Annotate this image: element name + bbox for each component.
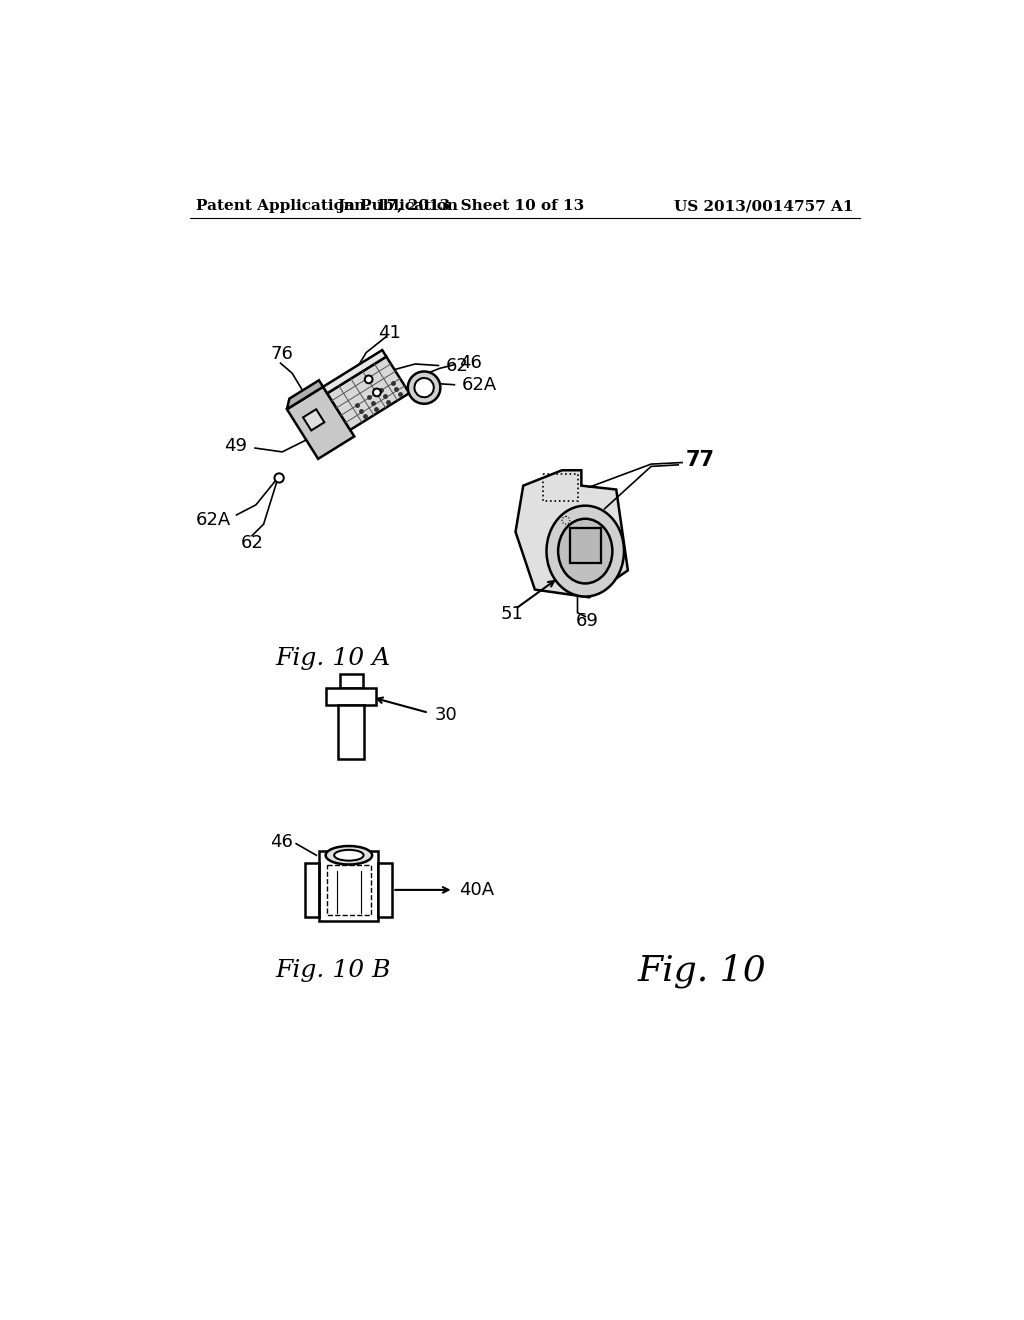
Text: Fig. 10 A: Fig. 10 A — [275, 647, 391, 671]
Text: 62A: 62A — [462, 376, 498, 393]
Text: 76: 76 — [270, 345, 294, 363]
Text: 49: 49 — [224, 437, 248, 455]
Text: Fig. 10 B: Fig. 10 B — [275, 960, 391, 982]
Polygon shape — [327, 688, 376, 705]
Circle shape — [365, 375, 373, 383]
Circle shape — [274, 474, 284, 483]
Text: Fig. 10: Fig. 10 — [637, 953, 766, 987]
Polygon shape — [305, 863, 319, 917]
Polygon shape — [338, 705, 365, 759]
Polygon shape — [569, 528, 601, 562]
Text: 51: 51 — [500, 606, 523, 623]
Polygon shape — [287, 387, 354, 459]
Polygon shape — [303, 409, 325, 430]
Polygon shape — [515, 470, 628, 597]
Ellipse shape — [326, 846, 372, 865]
Text: Jan. 17, 2013  Sheet 10 of 13: Jan. 17, 2013 Sheet 10 of 13 — [338, 199, 585, 213]
Text: 46: 46 — [459, 354, 482, 372]
Polygon shape — [378, 863, 392, 917]
Text: 40A: 40A — [459, 880, 494, 899]
Text: 62: 62 — [446, 356, 469, 375]
Text: 41: 41 — [378, 325, 401, 342]
Text: 69: 69 — [577, 612, 599, 630]
Text: 77: 77 — [686, 450, 715, 470]
Text: US 2013/0014757 A1: US 2013/0014757 A1 — [674, 199, 853, 213]
Circle shape — [373, 388, 381, 396]
Text: 62A: 62A — [196, 511, 231, 529]
Polygon shape — [340, 675, 362, 688]
Text: Patent Application Publication: Patent Application Publication — [197, 199, 458, 213]
Ellipse shape — [415, 378, 434, 397]
Polygon shape — [319, 851, 378, 921]
Ellipse shape — [558, 519, 612, 583]
Polygon shape — [287, 380, 323, 409]
Ellipse shape — [334, 850, 364, 861]
Ellipse shape — [547, 506, 624, 597]
Polygon shape — [328, 356, 410, 430]
Text: 30: 30 — [435, 706, 458, 725]
Text: 62: 62 — [241, 535, 263, 552]
Ellipse shape — [408, 371, 440, 404]
Polygon shape — [323, 350, 386, 393]
Text: 46: 46 — [270, 833, 293, 851]
